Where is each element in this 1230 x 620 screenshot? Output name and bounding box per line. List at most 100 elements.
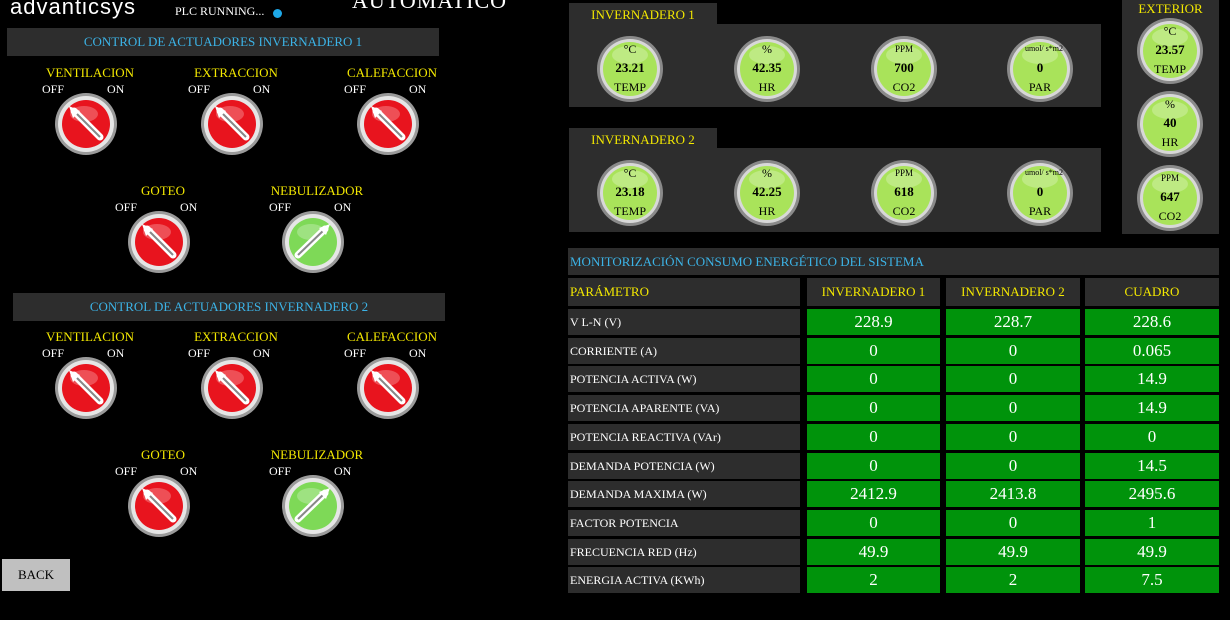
switch-p2-ventilacion[interactable]: VENTILACION OFF ON — [42, 329, 135, 429]
switch-off-label: OFF — [42, 346, 65, 360]
gauge-dial-icon — [1137, 91, 1203, 157]
gauge-unit: umol/ s*m2 — [1024, 44, 1063, 53]
switch-p1-extraccion[interactable]: EXTRACCION OFF ON — [188, 65, 281, 165]
gh1-gauge-par: umol/ s*m2 0 PAR — [1006, 35, 1074, 103]
switch-label: CALEFACCION — [346, 65, 438, 80]
energy-value-cell: 14.9 — [1085, 366, 1219, 393]
switch-off-label: OFF — [344, 346, 367, 360]
energy-param-cell: POTENCIA REACTIVA (VAr) — [568, 423, 800, 450]
back-button[interactable]: BACK — [2, 559, 70, 591]
gauge-dial-icon — [597, 160, 663, 226]
switch-p1-ventilacion[interactable]: VENTILACION OFF ON — [42, 65, 135, 165]
rotary-switch-knob[interactable] — [356, 92, 420, 156]
exterior-gauge-hr: % 40 HR — [1136, 90, 1204, 158]
energy-value-cell: 0 — [946, 395, 1080, 422]
switch-on-label: ON — [409, 346, 427, 360]
gh1-gauge-co2: PPM 700 CO2 — [870, 35, 938, 103]
gauge-unit: PPM — [1160, 173, 1179, 183]
gh1-gauge-temp: °C 23.21 TEMP — [596, 35, 664, 103]
switch-label: NEBULIZADOR — [270, 447, 364, 462]
switch-p2-calefaccion[interactable]: CALEFACCION OFF ON — [344, 329, 437, 429]
switch-label: EXTRACCION — [194, 65, 278, 80]
energy-value-cell: 1 — [1085, 509, 1219, 536]
switch-p1-goteo[interactable]: GOTEO OFF ON — [115, 183, 208, 283]
energy-value-cell: 49.9 — [1085, 538, 1219, 565]
gauge-unit: °C — [623, 42, 637, 56]
switch-p1-calefaccion[interactable]: CALEFACCION OFF ON — [344, 65, 437, 165]
energy-param-cell: DEMANDA POTENCIA (W) — [568, 452, 800, 479]
gauge-unit: PPM — [894, 168, 913, 178]
switch-label: VENTILACION — [45, 65, 135, 80]
switch-on-label: ON — [334, 464, 352, 478]
switch-p2-goteo[interactable]: GOTEO OFF ON — [115, 447, 208, 547]
switch-off-label: OFF — [188, 346, 211, 360]
energy-value-cell: 0 — [807, 509, 940, 536]
gauge-label: TEMP — [1153, 62, 1186, 76]
switch-off-label: OFF — [269, 464, 292, 478]
mode-title: AUTOMATICO — [352, 0, 508, 13]
rotary-switch-knob[interactable] — [127, 210, 191, 274]
exterior-gauge-temp: °C 23.57 TEMP — [1136, 17, 1204, 85]
gauge-dial-icon — [871, 36, 937, 102]
energy-param-cell: CORRIENTE (A) — [568, 337, 800, 364]
rotary-switch-knob[interactable] — [54, 92, 118, 156]
switch-p2-nebulizador[interactable]: NEBULIZADOR OFF ON — [269, 447, 363, 547]
gauge-dial-icon — [1007, 160, 1073, 226]
rotary-switch-knob[interactable] — [127, 474, 191, 538]
gh2-gauge-par: umol/ s*m2 0 PAR — [1006, 159, 1074, 227]
switch-label: VENTILACION — [45, 329, 135, 344]
gauge-unit: umol/ s*m2 — [1024, 168, 1063, 177]
rotary-switch-knob[interactable] — [200, 356, 264, 420]
energy-value-cell: 0 — [946, 509, 1080, 536]
switch-label: NEBULIZADOR — [270, 183, 364, 198]
energy-param-cell: FRECUENCIA RED (Hz) — [568, 538, 800, 565]
energy-header-2: INVERNADERO 2 — [946, 278, 1080, 306]
energy-value-cell: 49.9 — [946, 538, 1080, 565]
rotary-switch-knob[interactable] — [200, 92, 264, 156]
gauge-unit: °C — [623, 166, 637, 180]
gh2-gauge-hr: % 42.25 HR — [733, 159, 801, 227]
energy-value-cell: 0 — [1085, 423, 1219, 450]
rotary-switch-knob[interactable] — [356, 356, 420, 420]
brand-logo: advanticsys — [10, 0, 136, 19]
gauge-label: CO2 — [892, 80, 916, 94]
switch-off-label: OFF — [115, 464, 138, 478]
gauge-label: HR — [1161, 135, 1179, 149]
switch-p2-extraccion[interactable]: EXTRACCION OFF ON — [188, 329, 281, 429]
energy-value-cell: 0 — [807, 366, 940, 393]
energy-value-cell: 49.9 — [807, 538, 940, 565]
gauge-value: 618 — [894, 184, 914, 199]
plc-status-led — [273, 9, 282, 18]
gauge-label: CO2 — [1158, 209, 1182, 223]
gauge-dial-icon — [1007, 36, 1073, 102]
gauge-unit: % — [762, 42, 772, 56]
energy-header-0: PARÁMETRO — [568, 278, 800, 306]
gauge-dial-icon — [734, 160, 800, 226]
rotary-switch-knob[interactable] — [281, 210, 345, 274]
switch-on-label: ON — [409, 82, 427, 96]
switch-on-label: ON — [334, 200, 352, 214]
switch-on-label: ON — [180, 464, 198, 478]
energy-param-cell: V L-N (V) — [568, 309, 800, 335]
switch-label: CALEFACCION — [346, 329, 438, 344]
rotary-switch-knob[interactable] — [281, 474, 345, 538]
gauge-value: 0 — [1036, 184, 1044, 199]
switch-on-label: ON — [180, 200, 198, 214]
gauge-label: TEMP — [613, 204, 646, 218]
gauge-label: HR — [758, 204, 776, 218]
switch-off-label: OFF — [188, 82, 211, 96]
energy-header-1: INVERNADERO 1 — [807, 278, 940, 306]
gh1-gauge-hr: % 42.35 HR — [733, 35, 801, 103]
exterior-gauge-co2: PPM 647 CO2 — [1136, 164, 1204, 232]
energy-value-cell: 14.9 — [1085, 395, 1219, 422]
rotary-switch-knob[interactable] — [54, 356, 118, 420]
switch-label: GOTEO — [140, 447, 186, 462]
switch-on-label: ON — [107, 346, 125, 360]
gauge-label: PAR — [1028, 80, 1052, 94]
switch-p1-nebulizador[interactable]: NEBULIZADOR OFF ON — [269, 183, 363, 283]
gauge-dial-icon — [734, 36, 800, 102]
gauge-value: 23.21 — [615, 60, 645, 75]
energy-param-cell: POTENCIA ACTIVA (W) — [568, 366, 800, 393]
exterior-title: EXTERIOR — [1138, 1, 1203, 16]
gauge-dial-icon — [871, 160, 937, 226]
